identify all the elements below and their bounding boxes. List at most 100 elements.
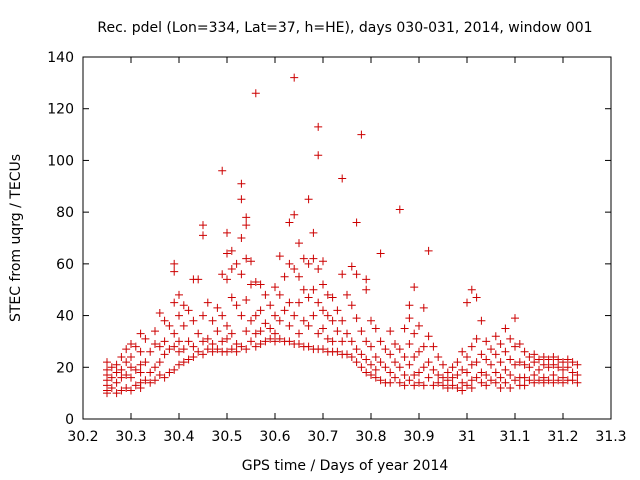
- data-point: [347, 337, 356, 346]
- data-point: [482, 381, 491, 390]
- data-point: [487, 360, 495, 369]
- data-point: [381, 345, 390, 354]
- data-point: [410, 283, 419, 292]
- data-point: [251, 342, 260, 351]
- data-point: [213, 303, 222, 312]
- data-point: [554, 363, 563, 372]
- data-point: [323, 334, 332, 343]
- data-point: [295, 298, 303, 307]
- data-point: [242, 327, 251, 336]
- data-point: [179, 358, 188, 367]
- data-point: [199, 221, 207, 230]
- data-point: [376, 376, 385, 385]
- data-point: [338, 174, 347, 183]
- data-point: [261, 337, 270, 346]
- data-point: [227, 293, 236, 302]
- data-point: [357, 130, 366, 139]
- data-point: [467, 342, 476, 351]
- data-point: [160, 350, 169, 359]
- data-point: [285, 218, 294, 227]
- data-point: [218, 166, 227, 175]
- x-tick-label: 30.2: [67, 429, 98, 445]
- data-point: [554, 355, 563, 364]
- plot-border: [82, 56, 612, 420]
- data-point: [568, 368, 577, 377]
- x-tick-label: 30.6: [259, 429, 290, 445]
- data-point: [170, 298, 179, 307]
- data-point: [136, 368, 145, 377]
- data-point: [376, 358, 385, 367]
- data-point: [208, 347, 217, 356]
- data-point: [261, 290, 270, 299]
- data-point: [237, 195, 246, 204]
- data-point: [463, 298, 471, 307]
- data-point: [511, 360, 519, 369]
- data-point: [285, 298, 294, 307]
- data-point: [362, 337, 371, 346]
- data-point: [247, 257, 255, 266]
- data-point: [573, 378, 582, 387]
- data-point: [227, 246, 236, 255]
- data-point: [314, 265, 323, 274]
- data-point: [467, 376, 476, 385]
- data-point: [415, 321, 423, 330]
- x-tick-label: 31.1: [499, 429, 530, 445]
- data-point: [463, 381, 471, 390]
- data-point: [194, 329, 203, 338]
- data-point: [184, 355, 193, 364]
- data-point: [218, 337, 227, 346]
- data-point: [415, 368, 423, 377]
- data-point: [285, 337, 294, 346]
- data-point: [165, 321, 174, 330]
- data-point: [549, 378, 558, 387]
- data-point: [487, 345, 495, 354]
- chart-title: Rec. pdel (Lon=334, Lat=37, h=HE), days …: [97, 20, 592, 36]
- data-point: [472, 293, 481, 302]
- data-point: [227, 345, 236, 354]
- data-point: [549, 371, 558, 380]
- data-point: [117, 352, 126, 361]
- data-point: [199, 311, 207, 320]
- data-point: [515, 358, 524, 367]
- data-point: [506, 334, 515, 343]
- data-point: [103, 358, 111, 367]
- data-point: [127, 363, 135, 372]
- data-point: [535, 376, 543, 385]
- data-point: [323, 311, 332, 320]
- data-point: [443, 376, 452, 385]
- data-point: [290, 311, 299, 320]
- data-point: [563, 355, 572, 364]
- x-tick-label: 30.7: [307, 429, 338, 445]
- data-point: [563, 363, 572, 372]
- data-point: [285, 259, 294, 268]
- data-point: [309, 254, 318, 263]
- data-point: [400, 324, 409, 333]
- data-point: [175, 337, 183, 346]
- y-tick-label: 100: [47, 153, 74, 169]
- data-point: [319, 280, 327, 289]
- data-point: [515, 340, 524, 349]
- x-tick-label: 30.3: [115, 429, 146, 445]
- data-point: [367, 342, 375, 351]
- y-axis-label: STEC from uqrg / TECUs: [8, 154, 24, 322]
- data-point: [112, 378, 121, 387]
- data-point: [155, 308, 164, 317]
- data-point: [496, 340, 505, 349]
- data-point: [160, 373, 169, 382]
- data-point: [151, 340, 159, 349]
- data-point: [343, 329, 351, 338]
- x-tick-label: 30.4: [163, 429, 194, 445]
- y-tick-label: 40: [56, 309, 74, 325]
- data-point: [429, 365, 438, 374]
- data-point: [559, 358, 567, 367]
- data-point: [151, 376, 159, 385]
- data-point: [424, 358, 433, 367]
- data-point: [448, 363, 457, 372]
- x-tick-label: 31: [458, 429, 476, 445]
- data-point: [467, 360, 476, 369]
- data-point: [131, 381, 140, 390]
- data-point: [400, 381, 409, 390]
- data-point: [155, 342, 164, 351]
- data-point: [530, 358, 539, 367]
- data-point: [506, 383, 515, 392]
